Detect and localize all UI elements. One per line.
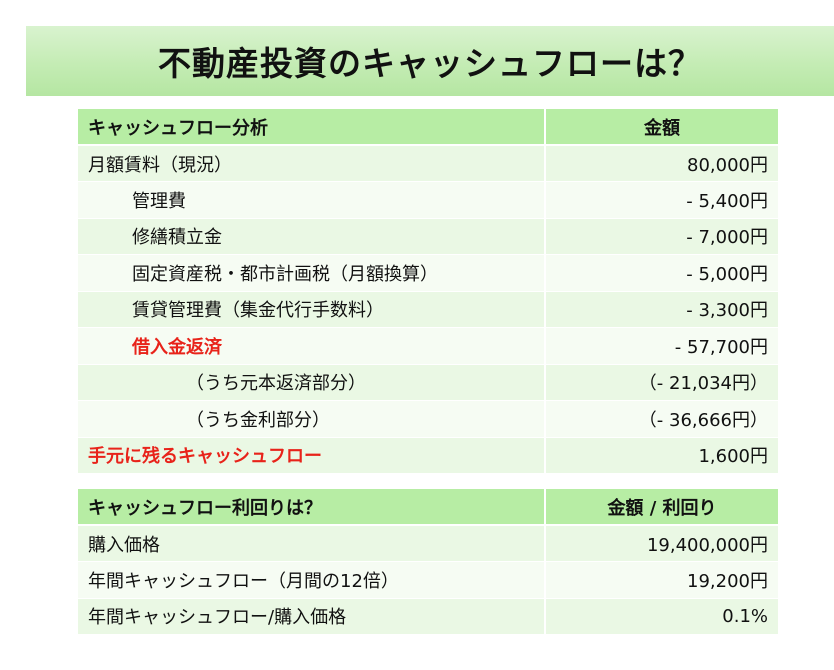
row-label-loan-repayment: 借入金返済 bbox=[78, 327, 545, 365]
table-header-row: キャッシュフロー利回りは？ 金額 / 利回り bbox=[78, 489, 778, 526]
title-banner: 不動産投資のキャッシュフローは？ bbox=[26, 26, 834, 96]
page-title: 不動産投資のキャッシュフローは？ bbox=[158, 44, 702, 83]
row-label: 固定資産税・都市計画税（月額換算） bbox=[78, 254, 545, 292]
row-label: （うち金利部分） bbox=[78, 400, 545, 438]
row-amount: 80,000円 bbox=[544, 145, 778, 182]
row-amount: - 5,400円 bbox=[544, 181, 778, 219]
row-label: 購入価格 bbox=[78, 525, 545, 562]
row-label: 年間キャッシュフロー（月間の12倍） bbox=[78, 561, 545, 599]
row-amount: - 5,000円 bbox=[544, 254, 778, 292]
table-row: 固定資産税・都市計画税（月額換算） - 5,000円 bbox=[78, 254, 778, 292]
row-label: （うち元本返済部分） bbox=[78, 364, 545, 401]
row-label: 管理費 bbox=[78, 181, 545, 219]
row-amount: 19,400,000円 bbox=[544, 525, 778, 562]
table-row: 管理費 - 5,400円 bbox=[78, 181, 778, 219]
table-row: 年間キャッシュフロー（月間の12倍） 19,200円 bbox=[78, 561, 778, 599]
row-amount: （- 36,666円） bbox=[544, 400, 778, 438]
row-label: 賃貸管理費（集金代行手数料） bbox=[78, 291, 545, 328]
row-amount: - 7,000円 bbox=[544, 218, 778, 255]
table-header-row: キャッシュフロー分析 金額 bbox=[78, 109, 778, 146]
row-label: 年間キャッシュフロー/購入価格 bbox=[78, 598, 545, 635]
table-row: 年間キャッシュフロー/購入価格 0.1% bbox=[78, 598, 778, 635]
row-amount: - 3,300円 bbox=[544, 291, 778, 328]
row-amount: 19,200円 bbox=[544, 561, 778, 599]
header-item: キャッシュフロー利回りは？ bbox=[78, 489, 545, 526]
row-label-net-cashflow: 手元に残るキャッシュフロー bbox=[78, 437, 545, 474]
row-amount: - 57,700円 bbox=[544, 327, 778, 365]
cashflow-table: キャッシュフロー分析 金額 月額賃料（現況） 80,000円 管理費 - 5,4… bbox=[78, 109, 778, 474]
header-amount: 金額 bbox=[544, 109, 778, 146]
table-row: 手元に残るキャッシュフロー 1,600円 bbox=[78, 437, 778, 474]
row-label: 修繕積立金 bbox=[78, 218, 545, 255]
yield-table: キャッシュフロー利回りは？ 金額 / 利回り 購入価格 19,400,000円 … bbox=[78, 489, 778, 635]
row-amount: （- 21,034円） bbox=[544, 364, 778, 401]
row-label: 月額賃料（現況） bbox=[78, 145, 545, 182]
table-row: 購入価格 19,400,000円 bbox=[78, 525, 778, 562]
table-row: 賃貸管理費（集金代行手数料） - 3,300円 bbox=[78, 291, 778, 328]
table-row: （うち元本返済部分） （- 21,034円） bbox=[78, 364, 778, 401]
row-amount: 0.1% bbox=[544, 598, 778, 635]
row-amount: 1,600円 bbox=[544, 437, 778, 474]
table-row: （うち金利部分） （- 36,666円） bbox=[78, 400, 778, 438]
table-row: 修繕積立金 - 7,000円 bbox=[78, 218, 778, 255]
table-row: 月額賃料（現況） 80,000円 bbox=[78, 145, 778, 182]
header-item: キャッシュフロー分析 bbox=[78, 109, 545, 146]
header-amount: 金額 / 利回り bbox=[544, 489, 778, 526]
table-row: 借入金返済 - 57,700円 bbox=[78, 327, 778, 365]
